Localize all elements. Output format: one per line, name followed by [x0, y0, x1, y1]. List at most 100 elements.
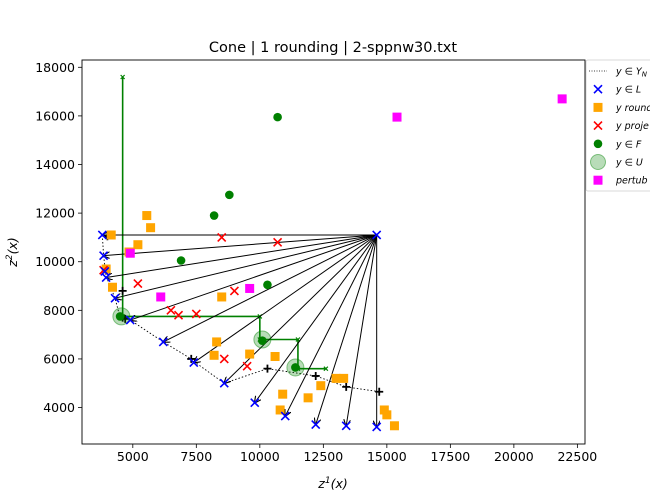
perturbed-point	[156, 292, 166, 302]
cone-arrow	[316, 234, 378, 425]
lower-bound-point	[97, 230, 107, 240]
rounded-point	[245, 349, 255, 359]
rounded-point	[101, 264, 111, 274]
rounded-point	[146, 223, 156, 233]
rounded-point	[331, 373, 341, 383]
nondominated-point	[311, 371, 320, 380]
x-tick-label: 15000	[367, 449, 407, 464]
x-axis-label: z1(x)	[317, 476, 347, 491]
legend-label-yn: y ∈ YN	[615, 67, 648, 79]
legend-label-U: y ∈ U	[615, 158, 643, 169]
legend-label-L: y ∈ L	[615, 85, 641, 96]
rounded-point	[270, 352, 280, 362]
legend-marker-pert	[593, 175, 603, 185]
rounded-point	[217, 292, 227, 302]
feasible-point	[115, 312, 125, 321]
feasible-point	[273, 112, 282, 122]
cone-arrow	[130, 234, 377, 320]
perturbed-point	[245, 283, 255, 293]
cone-arrow	[115, 234, 377, 298]
rounded-point	[382, 410, 392, 420]
x-tick-label: 5000	[117, 449, 149, 464]
rounded-point	[133, 240, 143, 250]
lower-bound-point	[280, 411, 290, 421]
lower-bound-point	[311, 419, 321, 430]
x-tick-label: 20000	[494, 449, 534, 464]
legend-marker-proj	[593, 121, 603, 131]
projected-point	[191, 309, 201, 319]
lower-bound-point	[158, 337, 168, 347]
y-axis-label: z2(x)	[5, 237, 20, 267]
y-tick-label: 10000	[35, 254, 75, 269]
rounded-point	[303, 393, 313, 403]
cone-arrow	[163, 234, 377, 342]
nondominated-point	[118, 286, 127, 295]
x-tick-label: 12500	[303, 449, 343, 464]
rounded-point	[339, 373, 349, 383]
legend-marker-L	[593, 84, 603, 94]
chart-title: Cone | 1 rounding | 2-sppnw30.txt	[209, 40, 457, 56]
feasible-point	[225, 190, 234, 200]
y-tick-label: 12000	[35, 206, 75, 221]
projected-point	[219, 354, 229, 364]
legend-label-proj: y proje	[615, 121, 649, 132]
cone-arrow	[285, 234, 378, 416]
perturbed-point	[125, 248, 135, 258]
plot-frame	[81, 59, 586, 445]
nondominated-point	[375, 387, 384, 396]
x-tick-label: 10000	[240, 449, 280, 464]
projected-point	[133, 279, 143, 289]
y-tick-label: 14000	[35, 157, 75, 172]
rounded-point	[212, 337, 222, 347]
legend-marker-round	[593, 102, 603, 112]
nondominated-line	[101, 234, 380, 393]
perturbed-point	[392, 112, 402, 122]
legend: y ∈ YN y ∈ L y round y proje y ∈ F y ∈ U pertu…	[585, 59, 650, 192]
cone-arrow	[194, 234, 377, 363]
frame-corner-mark	[120, 74, 126, 80]
feasible-point	[263, 280, 272, 290]
rounded-point	[106, 230, 116, 240]
rounded-point	[389, 421, 399, 431]
feasible-point	[258, 336, 267, 346]
feasible-point	[291, 363, 300, 372]
plot-area	[97, 74, 567, 432]
axes: 5000 7500 10000 12500 15000 17500 20000 22500 40…	[35, 60, 597, 464]
x-tick-label: 7500	[180, 449, 212, 464]
legend-label-F: y ∈ F	[615, 139, 642, 150]
projected-point	[166, 305, 176, 315]
rounded-point	[275, 405, 285, 415]
lower-bound-point	[250, 398, 260, 408]
lower-bound-point	[101, 272, 111, 283]
rounded-point	[142, 211, 152, 221]
perturbed-point	[557, 94, 567, 104]
projected-point	[242, 361, 252, 371]
x-tick-label: 17500	[430, 449, 470, 464]
y-tick-label: 18000	[35, 60, 75, 75]
cone-arrow	[255, 234, 378, 403]
legend-marker-U	[590, 154, 606, 170]
legend-marker-F	[593, 139, 603, 149]
feasible-point	[209, 211, 219, 220]
lower-bound-point	[125, 315, 135, 325]
lower-bound-point	[219, 378, 229, 388]
lower-bound-point	[341, 421, 351, 431]
frame-corner-mark	[323, 366, 329, 372]
lower-bound-point	[99, 251, 109, 261]
cone-arrow	[104, 234, 377, 256]
rounded-point	[107, 282, 117, 292]
nondominated-point	[342, 382, 351, 391]
y-tick-label: 4000	[43, 400, 75, 415]
lower-bound-point	[110, 293, 120, 303]
nondominated-point	[263, 364, 272, 373]
lower-bound-point	[189, 358, 199, 368]
y-tick-label: 8000	[43, 303, 75, 318]
projected-point	[173, 310, 184, 320]
lower-bound-point	[372, 230, 382, 240]
rounded-point	[379, 405, 389, 415]
rounded-point	[209, 350, 219, 360]
x-tick-label: 22500	[557, 449, 597, 464]
rounded-point	[278, 389, 288, 399]
rounded-point	[316, 381, 326, 391]
